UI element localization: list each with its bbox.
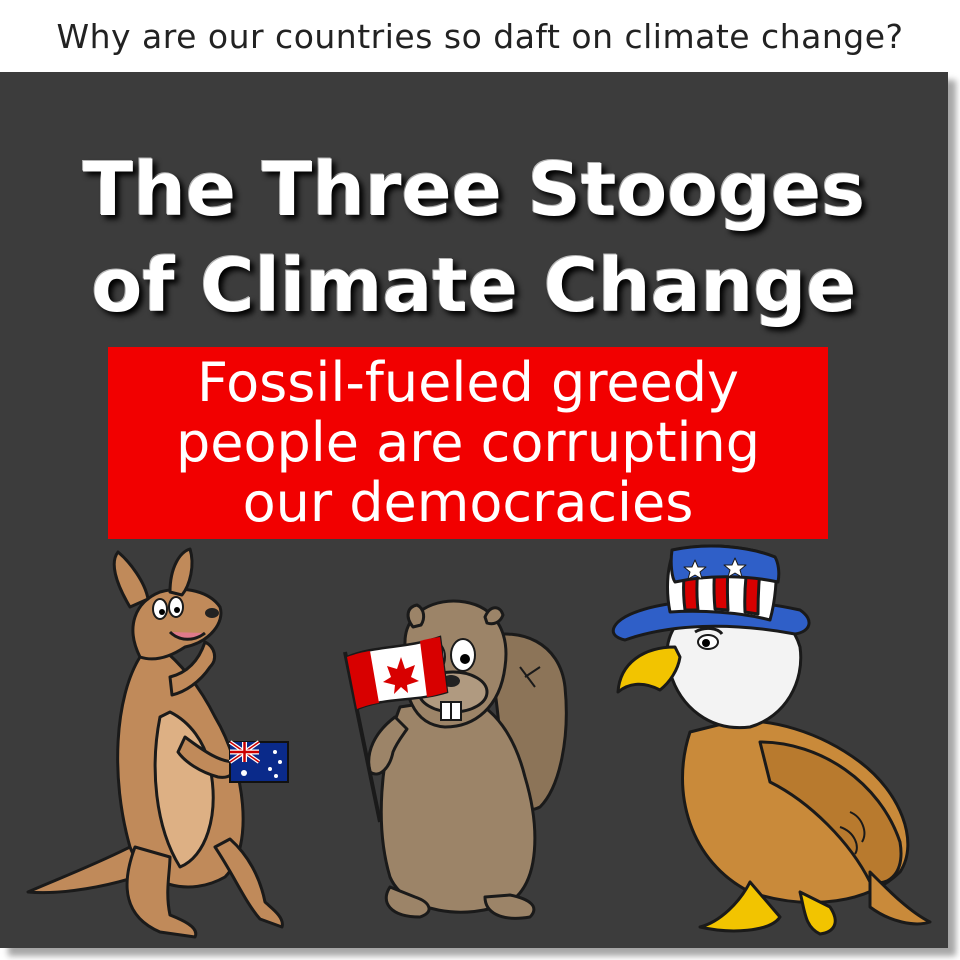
title-line-2: of Climate Change	[91, 243, 857, 329]
beaver-illustration	[343, 599, 568, 920]
red-banner: Fossil-fueled greedy people are corrupti…	[108, 347, 828, 539]
banner-line-2: people are corrupting	[175, 411, 761, 474]
banner-line-1: Fossil-fueled greedy	[196, 351, 740, 414]
header-text: Why are our countries so daft on climate…	[56, 16, 904, 56]
eagle-illustration	[611, 544, 932, 936]
poster-panel: The Three Stooges of Climate Change Foss…	[0, 72, 948, 948]
header: Why are our countries so daft on climate…	[0, 0, 960, 72]
australia-flag	[228, 740, 289, 783]
uncle-sam-hat	[611, 544, 811, 642]
kangaroo-illustration	[26, 547, 289, 939]
canada-flag	[345, 635, 449, 711]
banner-line-3: our democracies	[242, 471, 694, 534]
title-line-1: The Three Stooges	[82, 147, 866, 233]
poster-title: The Three Stooges of Climate Change	[0, 142, 948, 334]
